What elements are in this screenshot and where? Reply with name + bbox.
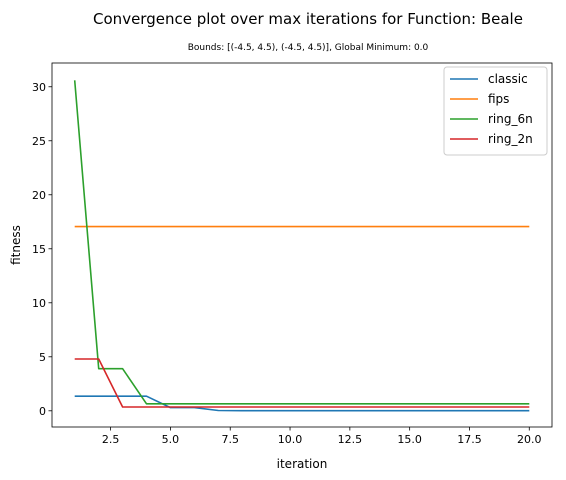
series-line-classic bbox=[74, 395, 530, 412]
legend-label: classic bbox=[488, 72, 528, 86]
x-axis-label: iteration bbox=[277, 457, 328, 471]
x-tick-label: 17.5 bbox=[457, 433, 482, 446]
x-tick-label: 10.0 bbox=[278, 433, 303, 446]
legend-label: ring_2n bbox=[488, 132, 533, 146]
chart-subtitle: Bounds: [(-4.5, 4.5), (-4.5, 4.5)], Glob… bbox=[188, 43, 429, 53]
x-tick-label: 15.0 bbox=[397, 433, 422, 446]
y-tick-label: 20 bbox=[32, 189, 46, 202]
y-tick-label: 10 bbox=[32, 297, 46, 310]
legend-label: fips bbox=[488, 92, 509, 106]
x-tick-label: 20.0 bbox=[517, 433, 542, 446]
x-tick-label: 2.5 bbox=[102, 433, 120, 446]
x-tick-label: 5.0 bbox=[162, 433, 180, 446]
chart-title: Convergence plot over max iterations for… bbox=[93, 10, 523, 28]
x-tick-label: 12.5 bbox=[338, 433, 363, 446]
legend: classic fips ring_6n ring_2n bbox=[443, 66, 548, 156]
series-line-ring-2n bbox=[74, 358, 530, 408]
y-tick-label: 0 bbox=[39, 405, 46, 418]
y-tick-label: 25 bbox=[32, 135, 46, 148]
y-tick-label: 15 bbox=[32, 243, 46, 256]
y-axis-ticks: 0 5 10 15 20 25 30 bbox=[32, 81, 52, 418]
series-line-ring-6n bbox=[73, 80, 530, 405]
legend-box bbox=[443, 66, 548, 156]
legend-label: ring_6n bbox=[488, 112, 533, 126]
y-tick-label: 30 bbox=[32, 81, 46, 94]
plot-frame bbox=[51, 62, 553, 428]
x-tick-label: 7.5 bbox=[221, 433, 239, 446]
y-tick-label: 5 bbox=[39, 351, 46, 364]
x-axis-ticks: 2.5 5.0 7.5 10.0 12.5 15.0 17.5 20.0 bbox=[102, 427, 542, 446]
y-axis-label: fitness bbox=[9, 225, 23, 265]
series-lines bbox=[73, 80, 530, 412]
